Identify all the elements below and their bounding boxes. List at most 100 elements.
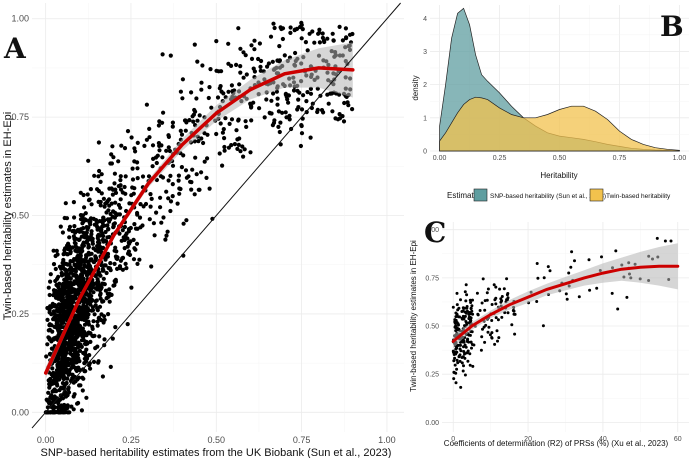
panel-a-point — [51, 317, 56, 322]
panel-c-point — [506, 311, 510, 315]
panel-c-point — [483, 308, 487, 312]
panel-a-point — [75, 281, 80, 286]
panel-a-point — [80, 388, 85, 393]
panel-a-point — [47, 399, 52, 404]
panel-a-point — [144, 102, 149, 107]
panel-a-point — [64, 405, 69, 411]
panel-a-point — [75, 257, 80, 262]
panel-a-point — [303, 40, 308, 45]
panel-a-point — [73, 244, 78, 249]
panel-c-point — [470, 309, 474, 313]
panel-a-point — [85, 341, 90, 346]
panel-a-point — [103, 288, 108, 293]
panel-a-point — [161, 110, 166, 115]
panel-a-point — [347, 32, 353, 37]
panel-a-point — [229, 83, 234, 88]
panel-c-point — [463, 373, 467, 377]
panel-c-point — [458, 315, 461, 319]
panel-c-point — [466, 338, 469, 342]
panel-c-point — [482, 325, 486, 329]
panel-a-point — [131, 191, 136, 196]
panel-a-point — [123, 174, 128, 179]
panel-a-point — [48, 304, 53, 309]
panel-a-point — [275, 58, 280, 63]
panel-a-point — [125, 322, 130, 327]
panel-a-point — [234, 128, 239, 133]
panel-a-point — [112, 261, 117, 266]
panel-c-point — [570, 250, 574, 254]
panel-a-x-axis-title: SNP-based heritability estimates from th… — [41, 447, 392, 458]
panel-a-point — [109, 201, 114, 206]
panel-c-x-tick: 20 — [524, 436, 532, 443]
panel-a-point — [107, 266, 113, 271]
panel-a-point — [269, 98, 274, 103]
panel-a-point — [87, 292, 92, 297]
panel-a-point — [179, 165, 184, 170]
panel-a-y-tick: 0.50 — [11, 211, 29, 221]
panel-a-point — [95, 319, 100, 324]
panel-a-identity-line — [31, 2, 401, 429]
panel-a-point — [73, 351, 78, 356]
panel-a-point — [340, 38, 345, 43]
panel-a-point — [278, 142, 283, 147]
panel-a-confidence-band — [45, 42, 353, 379]
panel-c-point — [467, 340, 471, 344]
panel-a-point — [95, 236, 100, 241]
panel-a-point — [82, 235, 87, 240]
panel-a-point — [123, 261, 128, 266]
panel-c-point — [475, 291, 479, 295]
panel-a-point — [280, 110, 285, 115]
panel-c-point — [496, 339, 499, 343]
panel-a-point — [272, 118, 277, 123]
panel-a-point — [215, 95, 221, 100]
panel-a-point — [144, 137, 149, 142]
panel-a-point — [103, 229, 108, 235]
panel-a-point — [209, 105, 214, 110]
panel-c-point — [469, 340, 473, 344]
panel-c-point — [487, 325, 491, 329]
panel-a-point — [74, 278, 80, 283]
panel-a-point — [53, 278, 58, 284]
panel-a-point — [350, 107, 355, 112]
panel-c-y-tick: 0.75 — [425, 275, 439, 282]
panel-c-point — [513, 332, 517, 336]
panel-a-point — [86, 158, 91, 163]
panel-c-y-tick: 0.50 — [425, 324, 439, 331]
panel-c-point — [470, 346, 473, 350]
panel-a-point — [48, 272, 53, 277]
panel-c-point — [458, 347, 462, 351]
panel-a-point — [214, 131, 219, 137]
panel-c-point — [494, 302, 498, 306]
panel-a-point — [92, 312, 97, 317]
panel-a-point — [117, 212, 122, 217]
panel-c-point — [465, 351, 468, 355]
panel-a-point — [86, 250, 91, 255]
panel-a-point — [159, 220, 164, 225]
panel-a-point — [44, 354, 49, 359]
panel-a-point — [222, 144, 227, 150]
panel-a-point — [221, 127, 226, 132]
panel-b-y-tick: 2 — [423, 82, 427, 89]
panel-a-point — [82, 205, 87, 210]
panel-a-point — [170, 194, 175, 199]
panel-a-point — [112, 171, 117, 176]
panel-a-point — [120, 256, 125, 261]
panel-a-point — [91, 290, 96, 295]
panel-a-point — [56, 399, 61, 404]
panel-c-point — [478, 309, 482, 312]
panel-a-point — [66, 335, 71, 340]
panel-a-point — [265, 64, 270, 69]
panel-a-point — [118, 266, 123, 271]
panel-a-point — [344, 35, 349, 40]
panel-c-point — [457, 343, 461, 347]
panel-a-point — [126, 229, 131, 234]
panel-c-point — [625, 295, 629, 299]
panel-a-point — [79, 317, 84, 322]
panel-a-point — [100, 224, 105, 229]
panel-a-point — [75, 345, 81, 350]
panel-a-point — [98, 296, 103, 301]
panel-c-point — [542, 276, 546, 280]
panel-a-point — [62, 267, 67, 272]
panel-a-point — [101, 239, 106, 244]
panel-a-point — [97, 168, 102, 174]
